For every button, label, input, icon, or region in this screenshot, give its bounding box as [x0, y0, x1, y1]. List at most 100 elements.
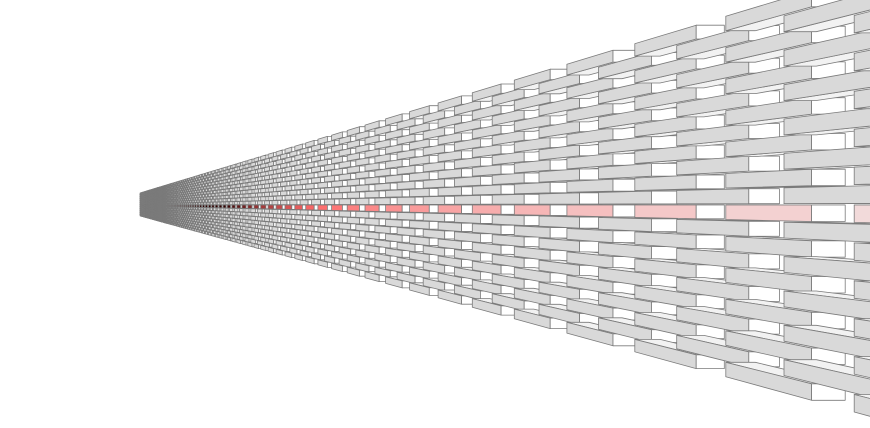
brick-face — [218, 198, 223, 203]
brick-face — [216, 207, 221, 212]
brick-face — [226, 217, 231, 222]
brick-face — [233, 221, 239, 226]
brick-face — [214, 204, 219, 209]
brick-face — [231, 204, 236, 209]
brick-face — [280, 218, 288, 224]
brick-face — [253, 196, 260, 202]
brick-face — [218, 186, 223, 191]
brick-face — [238, 179, 244, 185]
brick-face — [280, 209, 288, 215]
brick-face — [214, 198, 219, 203]
brick-face — [244, 215, 250, 221]
brick-face — [280, 190, 288, 197]
brick-face — [231, 211, 236, 216]
brick-face — [275, 231, 283, 238]
brick-face — [256, 200, 263, 206]
brick-face — [214, 221, 219, 226]
brick-face — [220, 188, 225, 194]
brick-face — [229, 214, 234, 219]
brick-face — [263, 200, 271, 206]
brick-face — [241, 182, 247, 188]
brick-face — [241, 189, 247, 195]
brick-face — [253, 220, 260, 226]
brick-face — [275, 177, 283, 183]
brick-face — [224, 207, 229, 212]
brick-face — [253, 212, 260, 218]
brick-face — [238, 193, 244, 199]
brick-face — [226, 204, 231, 209]
brick-face — [247, 189, 253, 195]
brick-face — [250, 200, 256, 206]
brick-face — [241, 197, 247, 202]
brick-face — [220, 201, 225, 206]
brick-face — [267, 187, 275, 193]
brick-face — [280, 227, 288, 234]
brick-face — [233, 207, 239, 213]
brick-face — [250, 208, 256, 213]
brick-face — [222, 198, 227, 203]
brick-face — [226, 184, 231, 190]
brick-face — [218, 216, 223, 221]
brick-face — [236, 190, 241, 195]
brick-face — [233, 201, 239, 206]
brick-face — [244, 222, 250, 228]
brick-face — [241, 218, 247, 224]
brick-face — [275, 213, 283, 219]
brick-face — [267, 221, 275, 227]
brick-face — [218, 222, 223, 227]
brick-face — [229, 187, 234, 193]
brick-layer — [139, 0, 870, 417]
brick-face — [236, 197, 241, 202]
brick-face — [256, 192, 263, 198]
brick-face — [275, 186, 283, 192]
brick-face — [222, 223, 227, 228]
brick-face — [214, 192, 219, 197]
brick-face — [236, 183, 241, 188]
brick-face — [260, 204, 267, 210]
brick-face — [260, 220, 267, 226]
brick-face — [238, 186, 244, 192]
brick-face — [247, 196, 253, 202]
brick-face — [253, 188, 260, 194]
brick-face — [214, 210, 219, 215]
brick-face — [216, 219, 221, 224]
brick-face — [238, 222, 244, 227]
brick-face — [256, 224, 263, 230]
brick-face — [216, 201, 221, 206]
brick-face — [263, 208, 271, 214]
brick-face — [236, 218, 241, 223]
brick-face — [271, 191, 279, 197]
brick-face — [214, 186, 219, 191]
brick-face — [271, 182, 279, 188]
brick-face — [267, 212, 275, 219]
brick-face — [236, 211, 241, 216]
brick-face — [260, 179, 267, 185]
brick-face — [216, 213, 221, 218]
brick-face — [247, 181, 253, 187]
brick-face — [224, 188, 229, 193]
brick-face — [222, 191, 227, 196]
brick-face — [222, 210, 227, 215]
brick-face — [238, 200, 244, 206]
brick-face — [256, 208, 263, 214]
brick-face — [233, 194, 239, 199]
brick-face — [220, 219, 225, 224]
brick-face — [222, 185, 227, 190]
brick-face — [216, 195, 221, 200]
brick-face — [280, 181, 288, 187]
brick-face — [233, 214, 239, 220]
brick-face — [220, 213, 225, 218]
brick-face — [224, 201, 229, 206]
brick-face — [263, 183, 271, 189]
brick-face — [267, 178, 275, 184]
brick-face — [263, 216, 271, 223]
brick-face — [229, 201, 234, 206]
brick-face — [247, 211, 253, 217]
brick-face — [229, 207, 234, 212]
brick-face — [236, 204, 241, 209]
brick-face — [267, 195, 275, 201]
brick-face — [218, 210, 223, 215]
brick-face — [260, 187, 267, 194]
brick-face — [241, 204, 247, 209]
brick-face — [220, 195, 225, 200]
